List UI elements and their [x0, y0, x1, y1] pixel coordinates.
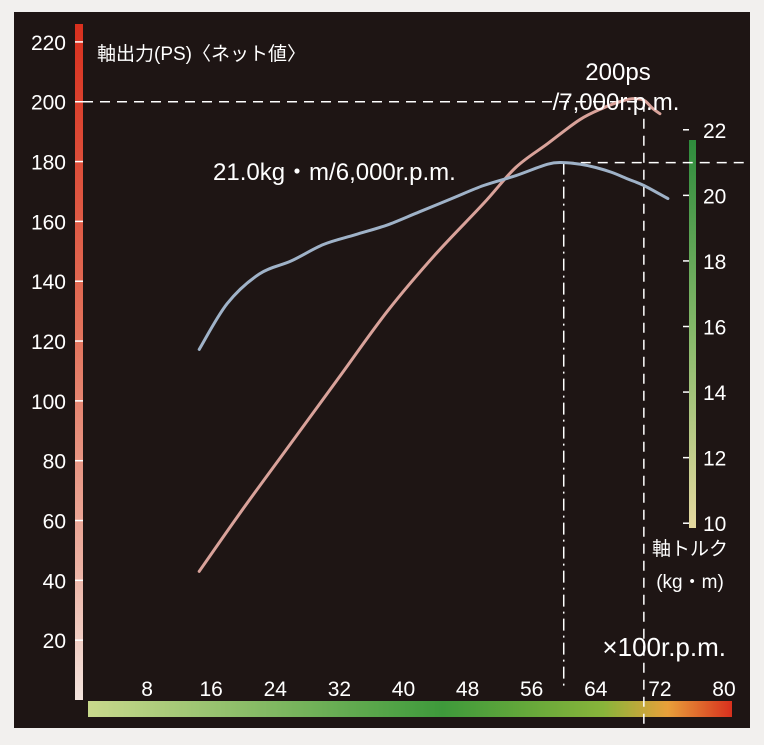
x-axis-tick-label: 80	[712, 678, 735, 701]
x-axis-unit-label: ×100r.p.m.	[602, 632, 726, 662]
left-axis-tick-label: 40	[43, 570, 66, 593]
x-axis-tick-label: 72	[648, 678, 671, 701]
right-axis-tick-label: 18	[703, 251, 726, 274]
left-axis-tick-label: 80	[43, 451, 66, 474]
left-axis-tick-label: 160	[31, 211, 66, 234]
series-layer	[197, 97, 670, 573]
left-axis-tick-label: 20	[43, 630, 66, 653]
right-axis-label-line1: 軸トルク	[652, 538, 728, 560]
left-axis-tick-label: 220	[31, 32, 66, 55]
x-axis-tick-label: 8	[141, 678, 153, 701]
x-axis-tick-label: 24	[264, 678, 288, 701]
right-axis-tick-label: 12	[703, 448, 726, 471]
left-axis-label: 軸出力(PS)〈ネット値〉	[97, 43, 306, 65]
x-axis-tick-label: 16	[200, 678, 223, 701]
peak-torque-annotation: 21.0kg・m/6,000r.p.m.	[213, 159, 456, 186]
guide-lines	[83, 100, 745, 728]
x-axis-tick-label: 32	[328, 678, 351, 701]
torque-curve	[197, 161, 670, 351]
left-axis-tick-label: 120	[31, 331, 66, 354]
peak-power-annotation-line1: 200ps	[585, 59, 650, 86]
x-axis-ticks: 8 16 24 32 40 48 56 64 72 80	[141, 678, 735, 701]
left-axis-tick-label: 60	[43, 511, 66, 534]
x-axis-tick-label: 40	[392, 678, 415, 701]
left-axis-tick-label: 100	[31, 391, 66, 414]
right-axis-tick-label: 16	[703, 317, 726, 340]
right-axis-ticks: 10 12 14 16 18 20 22	[683, 120, 727, 536]
plot-background	[14, 12, 750, 728]
right-axis-label-line2: (kg・m)	[656, 572, 724, 593]
left-axis-tick-label: 180	[31, 152, 66, 175]
right-axis-tick-label: 22	[703, 120, 726, 143]
power-curve	[197, 97, 662, 573]
right-axis-tick-label: 14	[703, 382, 727, 405]
left-axis-tick-label: 140	[31, 271, 66, 294]
x-axis-tick-label: 56	[520, 678, 543, 701]
right-axis-bar	[689, 140, 696, 528]
right-axis-tick-label: 20	[703, 185, 726, 208]
peak-power-annotation-line2: /7,000r.p.m.	[553, 89, 680, 116]
bottom-axis-bar	[88, 701, 732, 717]
x-axis-tick-label: 48	[456, 678, 479, 701]
right-axis-tick-label: 10	[703, 513, 726, 536]
left-axis-ticks: 20 40 60 80 100 120 140 160 180 200 220	[31, 32, 83, 653]
x-axis-tick-label: 64	[584, 678, 608, 701]
left-axis-bar	[75, 24, 83, 700]
left-axis-tick-label: 200	[31, 92, 66, 115]
